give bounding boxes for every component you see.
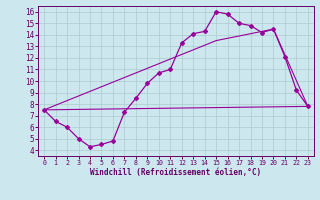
X-axis label: Windchill (Refroidissement éolien,°C): Windchill (Refroidissement éolien,°C)	[91, 168, 261, 177]
